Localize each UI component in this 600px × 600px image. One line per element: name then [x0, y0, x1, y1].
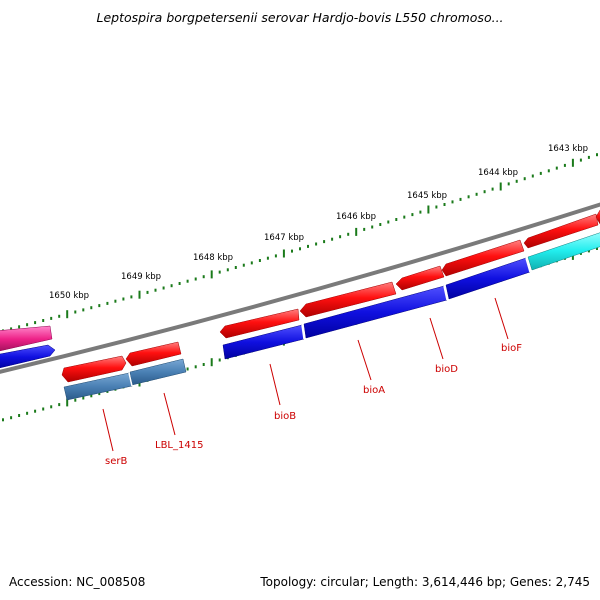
scale-label: 1650 kbp [49, 291, 89, 301]
gene-labels: serB LBL_1415 bioB bioA bioD bioF [105, 343, 522, 467]
backbone-arc [0, 202, 600, 374]
feature-separators [128, 257, 531, 387]
gene-feature[interactable] [0, 325, 53, 352]
outer-tick-ring [2, 153, 598, 333]
gene-label-bioD[interactable]: bioD [435, 364, 458, 375]
gene-feature[interactable] [299, 281, 397, 318]
accession-text: Accession: NC_008508 [9, 575, 146, 589]
gene-label-bioA[interactable]: bioA [363, 385, 385, 396]
scale-label: 1643 kbp [548, 144, 588, 154]
gene-feature[interactable] [395, 265, 445, 291]
genome-summary-text: Topology: circular; Length: 3,614,446 bp… [260, 575, 590, 589]
scale-label: 1645 kbp [407, 191, 447, 201]
gene-feature[interactable] [125, 341, 182, 367]
label-callouts [102, 297, 509, 452]
scale-label: 1648 kbp [193, 253, 233, 263]
gene-feature[interactable] [61, 355, 127, 383]
scale-labels: 1643 kbp 1644 kbp 1645 kbp 1646 kbp 1647… [49, 144, 588, 301]
gene-label-bioB[interactable]: bioB [274, 411, 296, 422]
scale-label: 1646 kbp [336, 212, 376, 222]
gene-label-LBL_1415[interactable]: LBL_1415 [155, 440, 203, 451]
cds-feature[interactable] [0, 344, 56, 369]
cds-feature[interactable] [527, 231, 600, 271]
gene-feature[interactable] [219, 308, 300, 339]
gene-feature[interactable] [523, 213, 599, 249]
scale-label: 1644 kbp [478, 168, 518, 178]
scale-label: 1649 kbp [121, 272, 161, 282]
gene-feature[interactable] [595, 208, 600, 225]
map-title: Leptospira borgpetersenii serovar Hardjo… [96, 10, 504, 25]
scale-label: 1647 kbp [264, 233, 304, 243]
gene-label-serB[interactable]: serB [105, 456, 127, 467]
gene-feature[interactable] [441, 239, 525, 277]
gene-label-bioF[interactable]: bioF [501, 343, 522, 354]
